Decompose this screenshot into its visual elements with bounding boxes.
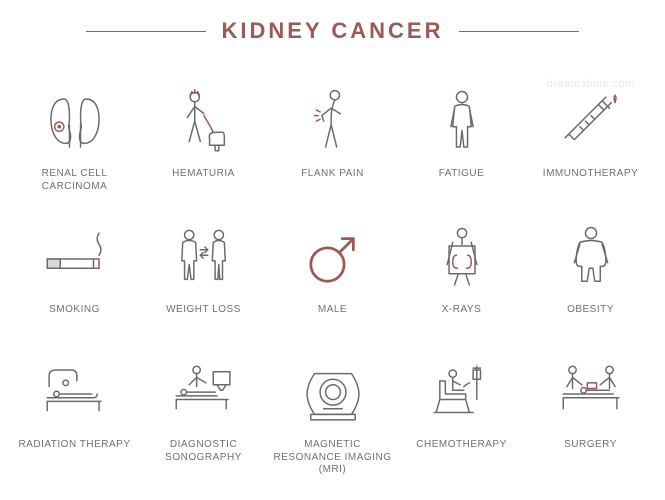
cell-radiation-therapy: RADIATION THERAPY (10, 351, 139, 487)
urination-icon (160, 82, 248, 164)
caption: HEMATURIA (172, 168, 235, 181)
header-rule-left (86, 31, 206, 32)
cell-surgery: SURGERY (526, 351, 655, 487)
cell-flank-pain: FLANK PAIN (268, 80, 397, 216)
icon-grid: RENAL CELL CARCINOMA HEMATURIA FLANK PAI… (0, 52, 665, 497)
caption: MALE (318, 304, 347, 317)
cell-diagnostic-sonography: DIAGNOSTIC SONOGRAPHY (139, 351, 268, 487)
caption: DIAGNOSTIC SONOGRAPHY (144, 439, 264, 464)
cigarette-icon (31, 218, 119, 300)
ultrasound-icon (160, 353, 248, 435)
cell-smoking: SMOKING (10, 216, 139, 352)
xray-icon (418, 218, 506, 300)
page-title: KIDNEY CANCER (222, 18, 444, 44)
cell-weight-loss: WEIGHT LOSS (139, 216, 268, 352)
syringe-icon (547, 82, 635, 164)
cell-hematuria: HEMATURIA (139, 80, 268, 216)
chemo-chair-icon (418, 353, 506, 435)
caption: WEIGHT LOSS (166, 304, 241, 317)
weight-loss-icon (160, 218, 248, 300)
male-symbol-icon (289, 218, 377, 300)
cell-renal-cell-carcinoma: RENAL CELL CARCINOMA (10, 80, 139, 216)
watermark: dreamstime.com (547, 78, 635, 90)
cell-chemotherapy: CHEMOTHERAPY (397, 351, 526, 487)
radiation-bed-icon (31, 353, 119, 435)
cell-fatigue: FATIGUE (397, 80, 526, 216)
standing-tired-icon (418, 82, 506, 164)
caption: SMOKING (49, 304, 100, 317)
caption: RADIATION THERAPY (18, 439, 130, 452)
cell-immunotherapy: IMMUNOTHERAPY (526, 80, 655, 216)
caption: RENAL CELL CARCINOMA (15, 168, 135, 193)
caption: IMMUNOTHERAPY (543, 168, 638, 181)
caption: X-RAYS (442, 304, 482, 317)
back-pain-icon (289, 82, 377, 164)
cell-xrays: X-RAYS (397, 216, 526, 352)
caption: MAGNETIC RESONANCE IMAGING (MRI) (273, 439, 393, 477)
caption: FLANK PAIN (301, 168, 364, 181)
obese-person-icon (547, 218, 635, 300)
caption: OBESITY (567, 304, 614, 317)
surgery-icon (547, 353, 635, 435)
cell-mri: MAGNETIC RESONANCE IMAGING (MRI) (268, 351, 397, 487)
header-rule-right (459, 31, 579, 32)
cell-obesity: OBESITY (526, 216, 655, 352)
kidneys-icon (31, 82, 119, 164)
mri-icon (289, 353, 377, 435)
caption: FATIGUE (439, 168, 485, 181)
caption: CHEMOTHERAPY (416, 439, 506, 452)
caption: SURGERY (564, 439, 617, 452)
header: KIDNEY CANCER (0, 0, 665, 52)
cell-male: MALE (268, 216, 397, 352)
